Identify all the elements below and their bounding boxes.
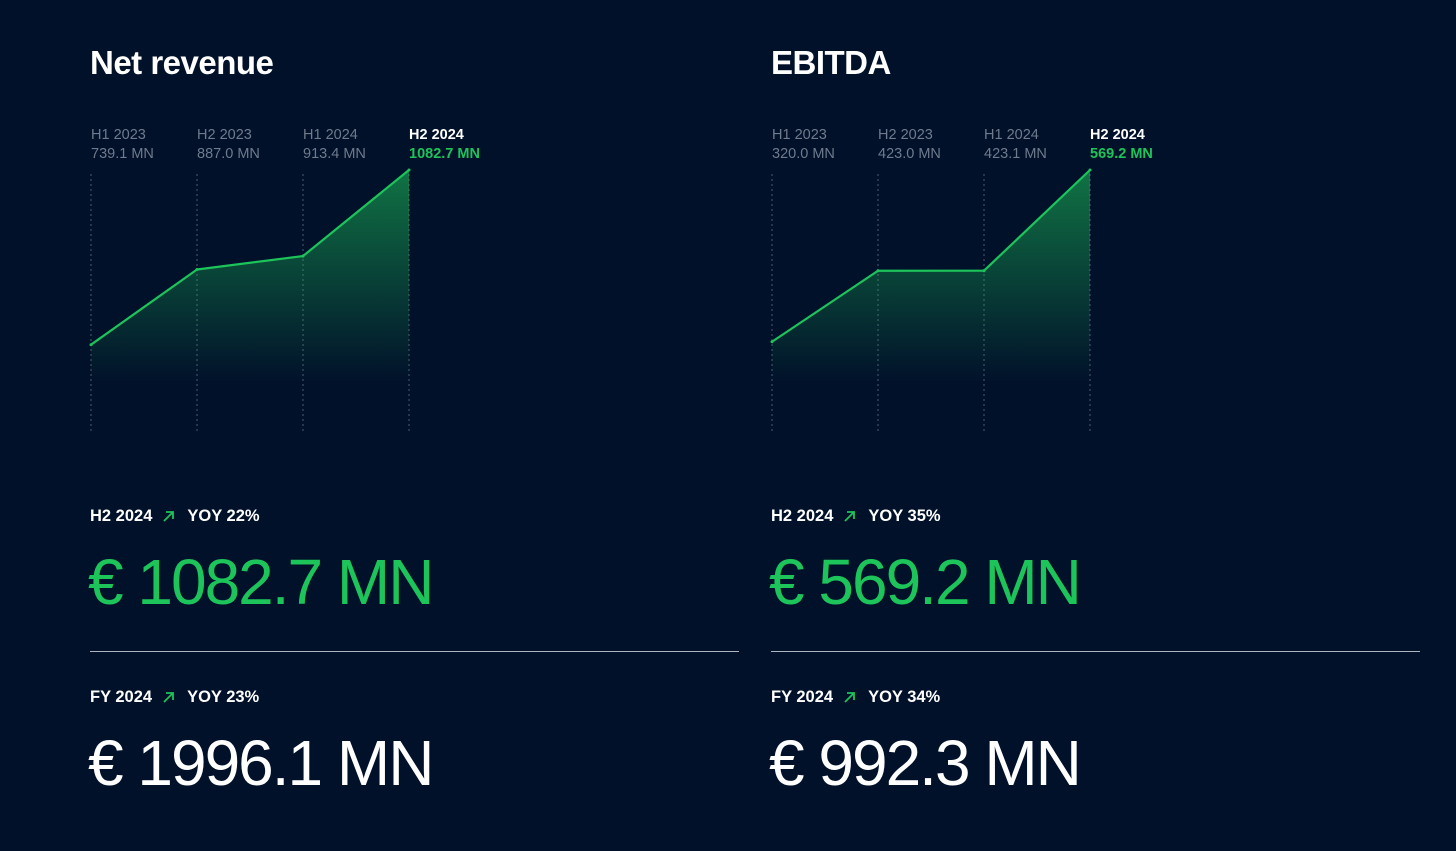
fy-yoy-label: YOY 34% — [868, 688, 941, 706]
data-label: 320.0 MN — [772, 146, 835, 162]
h2-stat-header: H2 2024 YOY 35% — [771, 507, 941, 526]
area-fill — [91, 170, 409, 420]
tick-label: H1 2024 — [303, 127, 358, 143]
data-point — [301, 254, 305, 258]
arrow-up-right-icon — [844, 511, 856, 522]
series-line — [90, 169, 410, 346]
data-label: 887.0 MN — [197, 146, 260, 162]
ebitda-panel: EBITDA H1 2023 320.0 MN H2 2023 423.0 MN H1 … — [769, 0, 1421, 851]
arrow-up-right-icon — [163, 692, 174, 703]
tick-label: H2 2023 — [878, 127, 933, 143]
tick-label: H2 2024 — [409, 127, 464, 143]
area-fill — [772, 170, 1090, 420]
h2-period-label: H2 2024 — [90, 507, 153, 525]
fy-stat-header: FY 2024 YOY 34% — [771, 688, 940, 707]
h2-yoy-label: YOY 22% — [187, 507, 260, 525]
tick-label: H1 2023 — [91, 127, 146, 143]
fy-yoy-label: YOY 23% — [187, 688, 260, 706]
arrow-up-right-icon — [163, 511, 175, 522]
data-label: 569.2 MN — [1090, 146, 1153, 162]
h2-stat-header: H2 2024 YOY 22% — [90, 507, 260, 526]
fy-period-label: FY 2024 — [771, 688, 834, 706]
h2-value: € 1082.7 MN — [88, 546, 434, 618]
fy-period-label: FY 2024 — [90, 688, 153, 706]
h2-value: € 569.2 MN — [769, 546, 1082, 618]
panel-title: EBITDA — [771, 44, 891, 81]
data-label: 423.1 MN — [984, 146, 1047, 162]
h2-period-label: H2 2024 — [771, 507, 834, 525]
tick-label: H2 2024 — [1090, 127, 1145, 143]
data-label: 913.4 MN — [303, 146, 366, 162]
h2-yoy-label: YOY 35% — [868, 507, 941, 525]
data-label: 739.1 MN — [91, 146, 154, 162]
data-point — [770, 340, 774, 344]
data-point — [89, 343, 93, 347]
net-revenue-panel: Net revenue H1 2023 739.1 MN H2 2023 887.0 … — [88, 0, 740, 851]
divider — [90, 651, 739, 652]
series-line — [771, 169, 1091, 343]
data-point — [1088, 168, 1092, 172]
fy-value: € 1996.1 MN — [88, 727, 434, 799]
divider — [771, 651, 1420, 652]
panel-title: Net revenue — [90, 44, 274, 81]
tick-label: H1 2024 — [984, 127, 1039, 143]
data-point — [195, 268, 199, 272]
data-label: 423.0 MN — [878, 146, 941, 162]
data-point — [407, 168, 411, 172]
net-revenue-chart: H1 2023 739.1 MN H2 2023 887.0 MN H1 2024 913… — [89, 127, 480, 432]
tick-label: H2 2023 — [197, 127, 252, 143]
arrow-up-right-icon — [844, 692, 855, 703]
ebitda-chart: H1 2023 320.0 MN H2 2023 423.0 MN H1 2024 423… — [770, 127, 1153, 432]
data-point — [876, 269, 880, 273]
tick-label: H1 2023 — [772, 127, 827, 143]
fy-stat-header: FY 2024 YOY 23% — [90, 688, 259, 707]
data-label: 1082.7 MN — [409, 146, 480, 162]
fy-value: € 992.3 MN — [769, 727, 1082, 799]
data-point — [982, 269, 986, 273]
